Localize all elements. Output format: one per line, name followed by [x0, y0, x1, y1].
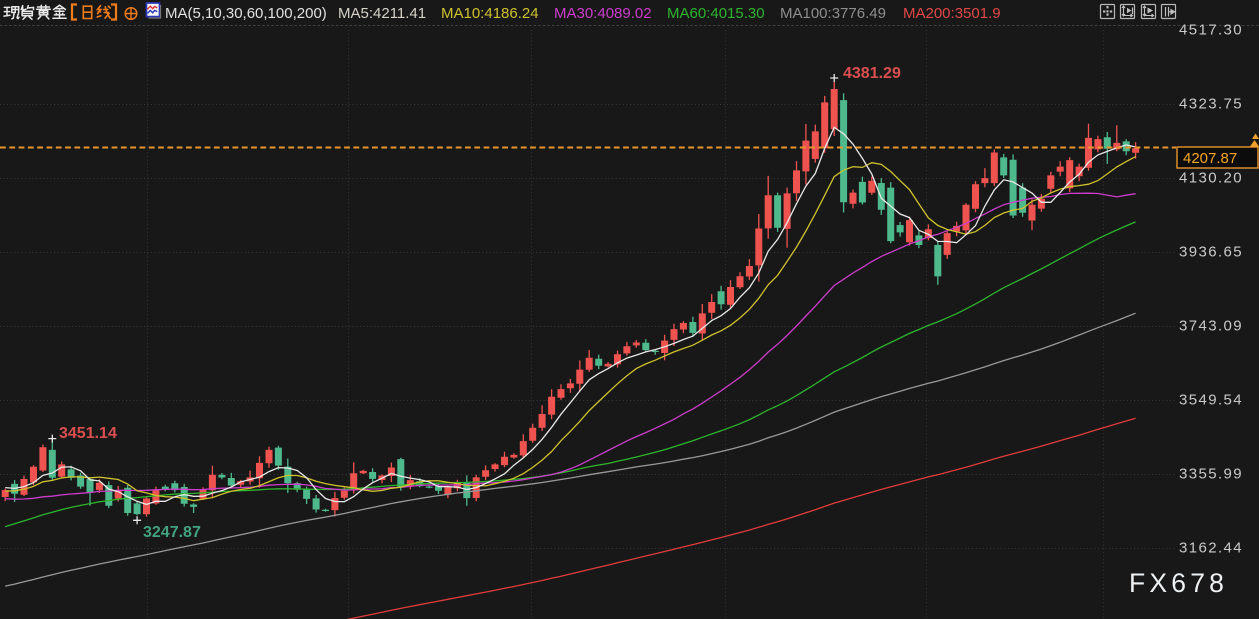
- svg-text:MA10:4186.24: MA10:4186.24: [441, 5, 539, 22]
- svg-text:4130.20: 4130.20: [1179, 170, 1243, 187]
- svg-text:MA100:3776.49: MA100:3776.49: [780, 5, 886, 22]
- svg-text:3247.87: 3247.87: [143, 524, 201, 541]
- svg-text:MA5:4211.41: MA5:4211.41: [338, 5, 426, 22]
- svg-text:MA60:4015.30: MA60:4015.30: [667, 5, 765, 22]
- svg-text:3549.54: 3549.54: [1179, 392, 1243, 409]
- svg-text:MA(5,10,30,60,100,200): MA(5,10,30,60,100,200): [165, 5, 327, 22]
- svg-text:MA200:3501.9: MA200:3501.9: [903, 5, 1001, 22]
- svg-text:3936.65: 3936.65: [1179, 244, 1243, 261]
- svg-text:MA30:4089.02: MA30:4089.02: [554, 5, 652, 22]
- svg-text:4517.30: 4517.30: [1179, 22, 1243, 39]
- svg-text:4381.29: 4381.29: [843, 65, 901, 82]
- svg-text:3162.44: 3162.44: [1179, 540, 1243, 557]
- svg-text:4323.75: 4323.75: [1179, 96, 1243, 113]
- svg-text:3355.99: 3355.99: [1179, 466, 1243, 483]
- svg-text:3451.14: 3451.14: [59, 425, 117, 442]
- svg-text:FX678: FX678: [1129, 568, 1228, 598]
- svg-text:3743.09: 3743.09: [1179, 318, 1243, 335]
- svg-text:4207.87: 4207.87: [1183, 150, 1237, 167]
